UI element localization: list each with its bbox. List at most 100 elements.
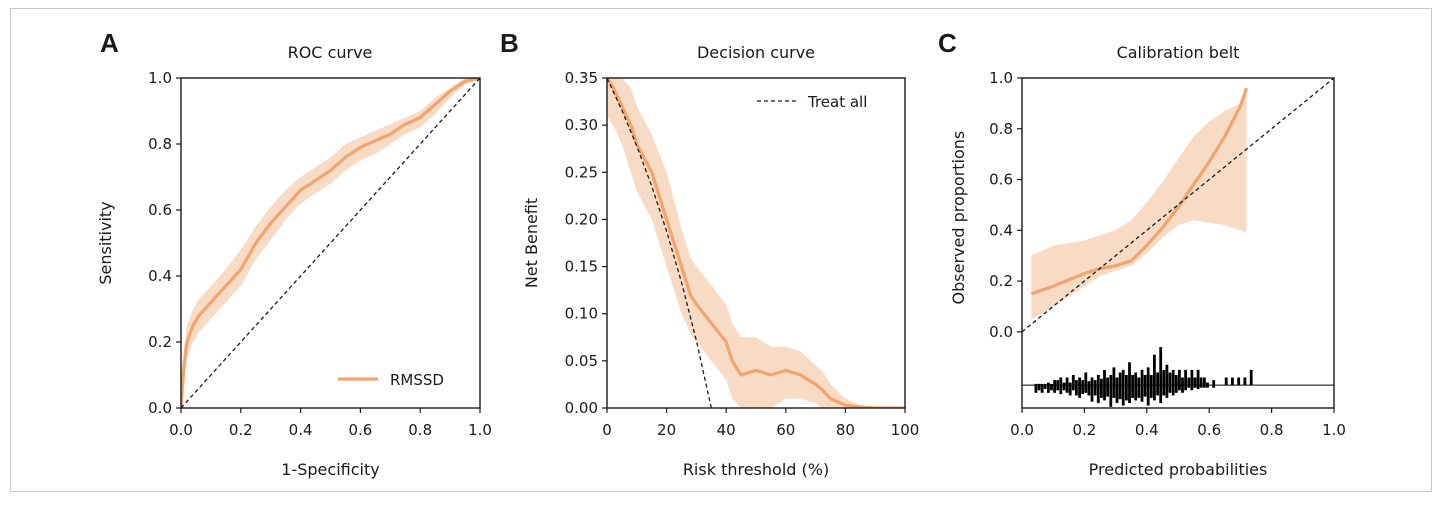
panel-c-y-tick-label: 0.2 bbox=[989, 272, 1013, 290]
panel-c-histogram-bar-up bbox=[1243, 377, 1247, 386]
panel-c-histogram-bar-down bbox=[1146, 385, 1150, 406]
panel-c-histogram-bar-up bbox=[1174, 375, 1178, 386]
panel-c-histogram-bar-up bbox=[1078, 377, 1081, 386]
panel-b-x-tick-label: 20 bbox=[657, 421, 676, 439]
panel-c-histogram-bar-down bbox=[1037, 385, 1041, 391]
panel-c-main-curve bbox=[1030, 87, 1249, 296]
panel-b-axes-frame bbox=[606, 77, 906, 409]
panel-c-histogram-bar-up bbox=[1075, 380, 1078, 386]
panel-c-histogram-bar-up bbox=[1128, 362, 1131, 386]
panel-c-histogram-bar-up bbox=[1084, 372, 1088, 386]
panel-c-y-tick-label: 0.8 bbox=[989, 120, 1013, 138]
panel-c-histogram-bar-down bbox=[1112, 385, 1116, 398]
panel-b-y-tick-label: 0.20 bbox=[565, 210, 598, 228]
panel-b-x-axis-label: Risk threshold (%) bbox=[683, 460, 829, 479]
panel-b-title: Decision curve bbox=[697, 43, 815, 62]
panel-a-y-tick-label: 1.0 bbox=[148, 69, 172, 87]
panel-c-histogram-bar-down bbox=[1174, 385, 1178, 393]
panel-c-histogram-bar-up bbox=[1125, 375, 1128, 386]
panel-b-letter: B bbox=[500, 28, 519, 58]
panel-c-histogram-bar-up bbox=[1131, 375, 1134, 386]
panel-c-histogram-bar-down bbox=[1100, 385, 1103, 398]
panel-c-histogram-bar-up bbox=[1071, 375, 1075, 386]
panel-c-histogram-bar-up bbox=[1199, 377, 1203, 386]
panel-c-y-axis-label: Observed proportions bbox=[949, 131, 968, 305]
panel-a-axes-frame bbox=[180, 77, 481, 409]
panel-c-histogram-bar-up bbox=[1062, 382, 1066, 386]
panel-c-histogram-bar-up bbox=[1103, 369, 1106, 386]
panel-c-histogram-bar-up bbox=[1178, 369, 1181, 386]
panel-c-axes-frame bbox=[1021, 77, 1335, 409]
panel-b-reference-line bbox=[607, 78, 712, 408]
panel-c-x-tick-label: 0.8 bbox=[1260, 421, 1284, 439]
panel-a-y-tick-label: 0.4 bbox=[148, 267, 172, 285]
panel-a-x-tick-label: 0.2 bbox=[229, 421, 253, 439]
panel-b-y-tick-label: 0.30 bbox=[565, 116, 598, 134]
panel-c-letter: C bbox=[938, 28, 957, 58]
panel-b-y-axis-label: Net Benefit bbox=[522, 198, 541, 288]
panel-c-histogram-bar-up bbox=[1043, 383, 1047, 386]
panel-c-histogram-bar-down bbox=[1065, 385, 1069, 393]
panel-c-histogram-bar-down bbox=[1128, 385, 1131, 403]
panel-c-histogram-bar-up bbox=[1056, 380, 1060, 386]
panel-c-histogram-bar-down bbox=[1203, 385, 1206, 388]
panel-c-histogram-bar-down bbox=[1184, 385, 1187, 391]
panel-b-y-tick-label: 0.25 bbox=[565, 163, 598, 181]
panel-c-y-tick-label: 0.0 bbox=[989, 323, 1013, 341]
panel-c-histogram-bar-up bbox=[1096, 375, 1100, 386]
panel-c-histogram-bar-down bbox=[1078, 385, 1081, 398]
panel-c-histogram-bar-down bbox=[1190, 385, 1194, 391]
panel-c-histogram-bar-up bbox=[1137, 377, 1141, 386]
panel-a-x-tick-label: 0.0 bbox=[169, 421, 193, 439]
panel-b-x-tick-label: 40 bbox=[717, 421, 736, 439]
panel-c-histogram-bar-up bbox=[1109, 375, 1113, 386]
panel-c-histogram-bar-down bbox=[1118, 385, 1122, 400]
panel-c-histogram-bar-down bbox=[1212, 385, 1216, 388]
panel-b-x-tick-label: 80 bbox=[836, 421, 855, 439]
panel-c-y-tick-label: 0.4 bbox=[989, 221, 1013, 239]
panel-c-histogram-bar-up bbox=[1184, 369, 1187, 386]
panel-c-histogram-bar-down bbox=[1156, 385, 1159, 396]
panel-c-histogram-bar-up bbox=[1237, 377, 1241, 386]
panel-c-histogram-bar-down bbox=[1168, 385, 1172, 393]
panel-c-histogram-bar-down bbox=[1106, 385, 1109, 397]
panel-a-y-tick-label: 0.6 bbox=[148, 201, 172, 219]
panel-c-histogram-bar-down bbox=[1047, 385, 1050, 393]
panel-c-histogram-bar-up bbox=[1203, 377, 1206, 386]
panel-c-histogram-bar-up bbox=[1168, 372, 1172, 386]
panel-a-reference-line bbox=[181, 78, 480, 408]
panel-c-histogram-bar-up bbox=[1212, 380, 1216, 386]
panel-c-histogram-bar-up bbox=[1081, 380, 1085, 386]
panel-c-histogram-bar-up bbox=[1159, 347, 1163, 386]
panel-c-histogram-bar-down bbox=[1090, 385, 1094, 402]
panel-c-histogram-bar-down bbox=[1149, 385, 1153, 398]
panel-c-histogram-bar-down bbox=[1115, 385, 1119, 403]
panel-c-histogram-bar-up bbox=[1181, 377, 1184, 386]
panel-c-histogram-bar-up bbox=[1146, 367, 1150, 386]
panel-c-histogram-bar-down bbox=[1056, 385, 1060, 391]
panel-b-y-tick-label: 0.00 bbox=[565, 399, 598, 417]
panel-c-histogram-bar-up bbox=[1190, 369, 1194, 386]
panel-c-histogram-bar-up bbox=[1100, 378, 1103, 386]
panel-c-histogram-bar-up bbox=[1118, 372, 1122, 386]
panel-c-histogram-bar-down bbox=[1062, 385, 1066, 391]
panel-b-plot-area bbox=[607, 78, 905, 408]
panel-b-x-tick-label: 60 bbox=[776, 421, 795, 439]
panel-c-histogram-bar-up bbox=[1165, 364, 1169, 386]
panel-c-x-tick-label: 1.0 bbox=[1322, 421, 1346, 439]
panel-a-y-axis-label: Sensitivity bbox=[96, 201, 115, 284]
panel-a-x-tick-label: 1.0 bbox=[468, 421, 492, 439]
panel-c-histogram-bar-up bbox=[1187, 377, 1191, 386]
panel-c-histogram-bar-up bbox=[1112, 367, 1116, 386]
panel-c-histogram-bar-up bbox=[1068, 382, 1072, 386]
panel-c-histogram-bar-down bbox=[1109, 385, 1113, 407]
panel-c-plot-area bbox=[1022, 78, 1334, 407]
panel-a-letter: A bbox=[100, 28, 119, 58]
panel-c-histogram-bar-down bbox=[1121, 385, 1125, 406]
panel-b-y-tick-label: 0.05 bbox=[565, 352, 598, 370]
panel-c-histogram-bar-up bbox=[1053, 380, 1056, 386]
panel-c-histogram-bar-up bbox=[1231, 377, 1234, 386]
panel-c-histogram-bar-down bbox=[1034, 385, 1038, 393]
panel-c-histogram-bar-down bbox=[1162, 385, 1166, 396]
